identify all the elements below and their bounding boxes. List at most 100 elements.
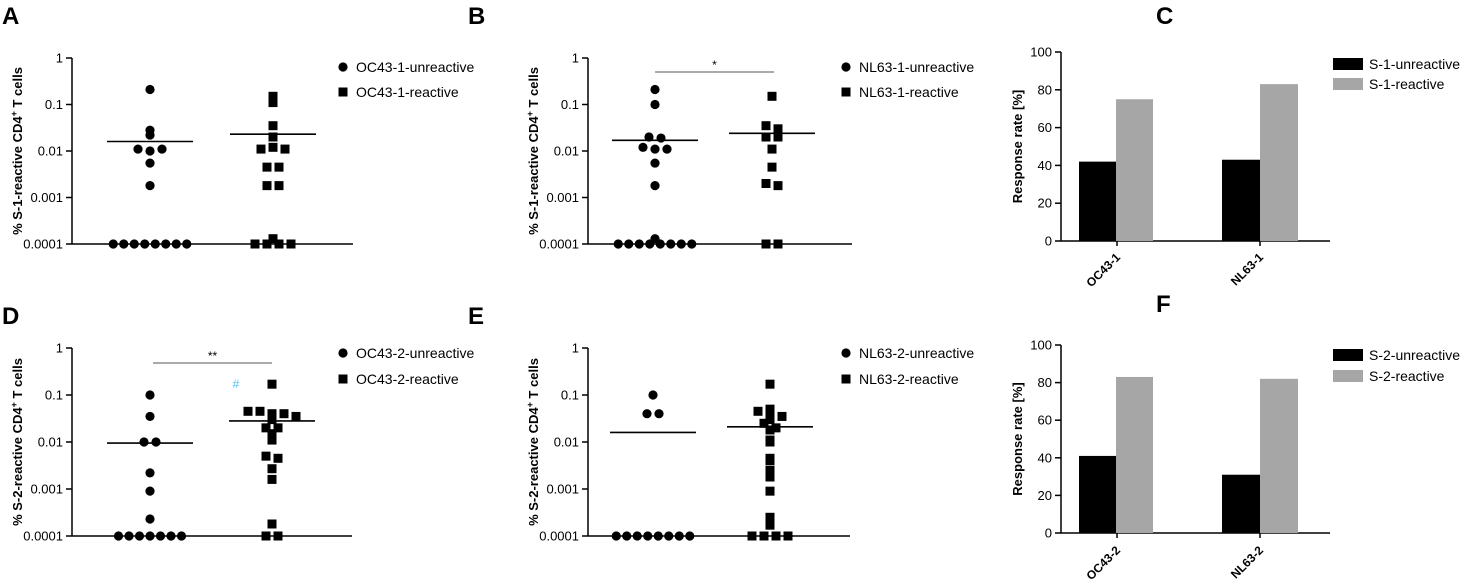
y-tick-label: 0.001 (30, 482, 63, 497)
annotation-label: # (233, 377, 240, 391)
legend-swatch (1333, 370, 1363, 382)
data-point-circle (113, 531, 124, 541)
data-point-square (267, 429, 277, 439)
data-point-square (274, 239, 284, 249)
y-axis-label-main: % S-1-reactive CD4 (526, 116, 541, 235)
data-point-square (267, 519, 277, 529)
y-axis-label-tail: T cells (526, 358, 541, 402)
data-point-circle (644, 132, 654, 142)
data-point-square (262, 162, 272, 172)
data-point-circle (645, 239, 655, 249)
data-point-square (773, 132, 783, 142)
legend-marker-square (338, 374, 348, 384)
data-point-square (274, 181, 284, 191)
data-point-circle (650, 84, 660, 95)
data-point-circle (643, 531, 653, 541)
panel-letter: B (468, 3, 485, 30)
data-point-circle (145, 514, 155, 524)
data-point-circle (129, 239, 139, 249)
data-point-circle (145, 531, 155, 541)
data-point-square (773, 181, 783, 191)
data-point-square (273, 423, 283, 433)
data-point-square (765, 437, 775, 447)
y-axis-label: % S-2-reactive CD4+ T cells (525, 358, 541, 526)
bar (1079, 161, 1117, 241)
data-point-circle (145, 84, 155, 95)
data-point-circle (145, 411, 155, 422)
y-tick-label: 60 (1038, 413, 1052, 428)
data-point-circle (176, 531, 187, 541)
data-point-square (765, 520, 775, 530)
y-tick-label: 0.1 (45, 388, 63, 403)
data-point-circle (674, 531, 684, 541)
legend-swatch (1333, 58, 1363, 70)
data-point-circle (664, 531, 674, 541)
legend-label: OC43-2-reactive (356, 371, 459, 387)
data-point-square (783, 531, 793, 541)
legend-marker-circle (338, 348, 348, 358)
data-point-square (261, 451, 271, 461)
bar (1079, 455, 1117, 533)
y-tick-label: 0.1 (561, 388, 579, 403)
y-axis-label: % S-1-reactive CD4+ T cells (525, 67, 541, 235)
panel-letter: F (1156, 291, 1171, 318)
data-point-square (761, 121, 771, 131)
data-point-square (267, 379, 277, 389)
data-point-square (761, 132, 771, 142)
legend-label: OC43-2-unreactive (356, 345, 474, 361)
significance-label: * (712, 58, 717, 72)
legend-marker-square (338, 87, 348, 97)
y-tick-label: 0.01 (554, 144, 579, 159)
y-tick-label: 0.0001 (539, 237, 579, 252)
legend-marker-circle (338, 62, 348, 72)
data-point-circle (182, 239, 192, 249)
data-point-square (759, 418, 769, 428)
data-point-circle (119, 239, 129, 249)
data-point-square (250, 239, 260, 249)
data-point-circle (613, 239, 623, 249)
data-point-circle (124, 531, 134, 541)
y-axis-label-superscript: + (9, 111, 19, 116)
y-tick-label: 1 (56, 51, 63, 66)
data-point-circle (634, 239, 644, 249)
y-axis-label-superscript: + (525, 402, 535, 407)
data-point-circle (171, 239, 181, 249)
data-point-square (267, 409, 277, 419)
data-point-square (255, 406, 265, 416)
data-point-square (268, 91, 278, 101)
data-point-square (767, 91, 777, 101)
panel-letter: A (2, 3, 19, 30)
y-tick-label: 1 (572, 51, 579, 66)
data-point-square (771, 531, 781, 541)
data-point-circle (650, 181, 660, 191)
data-point-circle (145, 130, 155, 140)
legend-swatch (1333, 78, 1363, 90)
data-point-square (753, 406, 763, 416)
data-point-square (262, 239, 272, 249)
y-tick-label: 20 (1038, 488, 1052, 503)
data-point-circle (108, 239, 118, 249)
y-tick-label: 0.001 (546, 482, 579, 497)
legend-label: OC43-1-unreactive (356, 59, 474, 75)
data-point-circle (632, 531, 642, 541)
y-tick-label: 0.0001 (23, 237, 63, 252)
data-point-circle (611, 531, 621, 541)
y-axis-label-tail: T cells (10, 67, 25, 111)
data-point-square (765, 486, 775, 496)
data-point-circle (166, 531, 176, 541)
data-point-square (267, 464, 277, 474)
data-point-circle (650, 99, 660, 110)
legend-label: NL63-2-reactive (859, 371, 959, 387)
data-point-square (765, 379, 775, 389)
x-category-label: NL63-1 (1228, 250, 1266, 288)
y-axis-label-tail: T cells (10, 358, 25, 402)
y-tick-label: 0 (1045, 526, 1052, 541)
y-tick-label: 0.01 (38, 435, 63, 450)
data-point-circle (145, 158, 155, 168)
data-point-circle (642, 409, 652, 419)
data-point-square (765, 425, 775, 435)
data-point-square (773, 239, 783, 249)
data-point-circle (622, 531, 632, 541)
data-point-square (274, 162, 284, 172)
y-tick-label: 0.1 (561, 97, 579, 112)
